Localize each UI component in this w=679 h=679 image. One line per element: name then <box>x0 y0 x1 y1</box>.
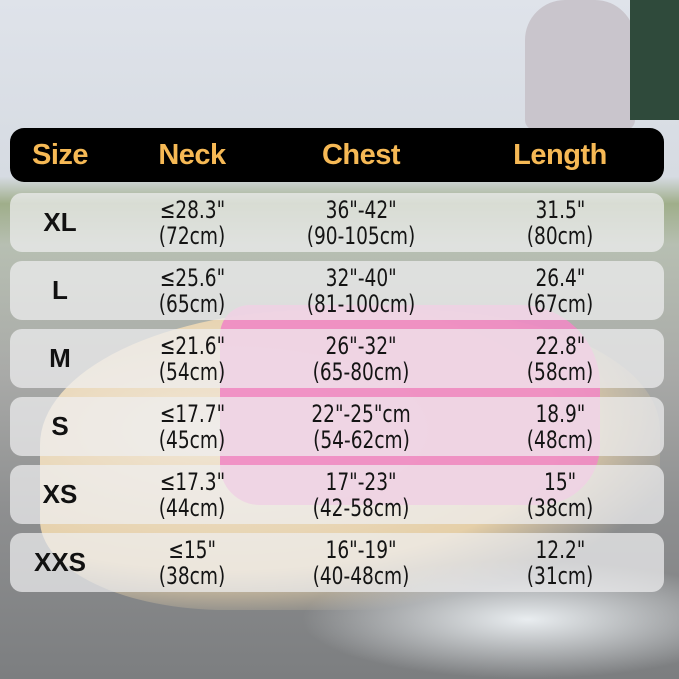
size-row: M ≤21.6" (54cm) 26"-32" (65-80cm) 22.8" (58… <box>10 329 664 388</box>
size-label: S <box>51 411 69 441</box>
neck-inches: ≤25.6" <box>159 263 225 292</box>
length-inches: 12.2" <box>535 535 585 564</box>
size-label: XS <box>42 479 78 509</box>
chest-cell: 22"-25"cm (54-62cm) <box>303 397 419 456</box>
chest-cell: 36"-42" (90-105cm) <box>298 193 424 252</box>
chest-cm: (54-62cm) <box>312 425 410 454</box>
length-inches: 18.9" <box>535 399 585 428</box>
chest-inches: 26"-32" <box>325 331 397 360</box>
size-label: XL <box>43 207 77 237</box>
length-cell: 31.5" (80cm) <box>521 193 598 252</box>
neck-cm: (65cm) <box>158 289 226 318</box>
chest-cell: 26"-32" (65-80cm) <box>305 329 418 388</box>
length-cell: 12.2" (31cm) <box>521 533 598 592</box>
length-cell: 22.8" (58cm) <box>521 329 598 388</box>
length-inches: 15" <box>543 467 577 496</box>
neck-inches: ≤21.6" <box>159 331 225 360</box>
header-chest: Chest <box>321 138 401 171</box>
length-cell: 15" (38cm) <box>521 465 598 524</box>
chest-inches: 16"-19" <box>325 535 397 564</box>
neck-cm: (38cm) <box>158 561 226 590</box>
length-cm: (48cm) <box>526 425 594 454</box>
header-length: Length <box>513 138 607 171</box>
chest-cm: (81-100cm) <box>306 289 416 318</box>
background-person <box>525 0 635 130</box>
neck-inches: ≤28.3" <box>159 195 225 224</box>
chest-cell: 17"-23" (42-58cm) <box>305 465 418 524</box>
neck-cell: ≤17.7" (45cm) <box>153 397 230 456</box>
size-row: L ≤25.6" (65cm) 32"-40" (81-100cm) 26.4" (6… <box>10 261 664 320</box>
neck-cm: (72cm) <box>158 221 226 250</box>
size-label: M <box>49 343 71 373</box>
size-row: XXS ≤15" (38cm) 16"-19" (40-48cm) 12.2" (31… <box>10 533 664 592</box>
neck-inches: ≤15" <box>168 535 216 564</box>
neck-cm: (44cm) <box>158 493 226 522</box>
length-inches: 31.5" <box>535 195 585 224</box>
background-person-jacket <box>630 0 679 120</box>
neck-cm: (45cm) <box>158 425 226 454</box>
header-size: Size <box>31 138 89 171</box>
neck-cell: ≤21.6" (54cm) <box>153 329 230 388</box>
size-row: XS ≤17.3" (44cm) 17"-23" (42-58cm) 15" (38c… <box>10 465 664 524</box>
chest-inches: 22"-25"cm <box>311 399 411 428</box>
length-cell: 26.4" (67cm) <box>521 261 598 320</box>
chest-cm: (40-48cm) <box>312 561 410 590</box>
size-chart-header: Size Neck Chest Length <box>10 128 664 182</box>
chest-inches: 17"-23" <box>325 467 397 496</box>
size-row: S ≤17.7" (45cm) 22"-25"cm (54-62cm) 18.9"(… <box>10 397 664 456</box>
size-label: XXS <box>33 547 87 577</box>
neck-cell: ≤28.3" (72cm) <box>153 193 230 252</box>
chest-inches: 36"-42" <box>325 195 397 224</box>
chest-cm: (42-58cm) <box>312 493 410 522</box>
length-cm: (67cm) <box>526 289 594 318</box>
chest-cell: 32"-40" (81-100cm) <box>298 261 424 320</box>
length-cell: 18.9" (48cm) <box>521 397 598 456</box>
size-label: L <box>52 275 68 305</box>
neck-cm: (54cm) <box>158 357 226 386</box>
length-cm: (38cm) <box>526 493 594 522</box>
neck-cell: ≤15" (38cm) <box>153 533 230 592</box>
length-cm: (31cm) <box>526 561 594 590</box>
neck-inches: ≤17.3" <box>159 467 225 496</box>
size-row: XL ≤28.3" (72cm) 36"-42" (90-105cm) 31.5"(… <box>10 193 664 252</box>
length-cm: (80cm) <box>526 221 594 250</box>
neck-cell: ≤25.6" (65cm) <box>153 261 230 320</box>
chest-cm: (65-80cm) <box>312 357 410 386</box>
length-inches: 22.8" <box>535 331 585 360</box>
chest-cm: (90-105cm) <box>306 221 416 250</box>
chest-cell: 16"-19" (40-48cm) <box>305 533 418 592</box>
chest-inches: 32"-40" <box>325 263 397 292</box>
length-inches: 26.4" <box>535 263 585 292</box>
header-neck: Neck <box>158 138 226 171</box>
length-cm: (58cm) <box>526 357 594 386</box>
neck-inches: ≤17.7" <box>159 399 225 428</box>
neck-cell: ≤17.3" (44cm) <box>153 465 230 524</box>
